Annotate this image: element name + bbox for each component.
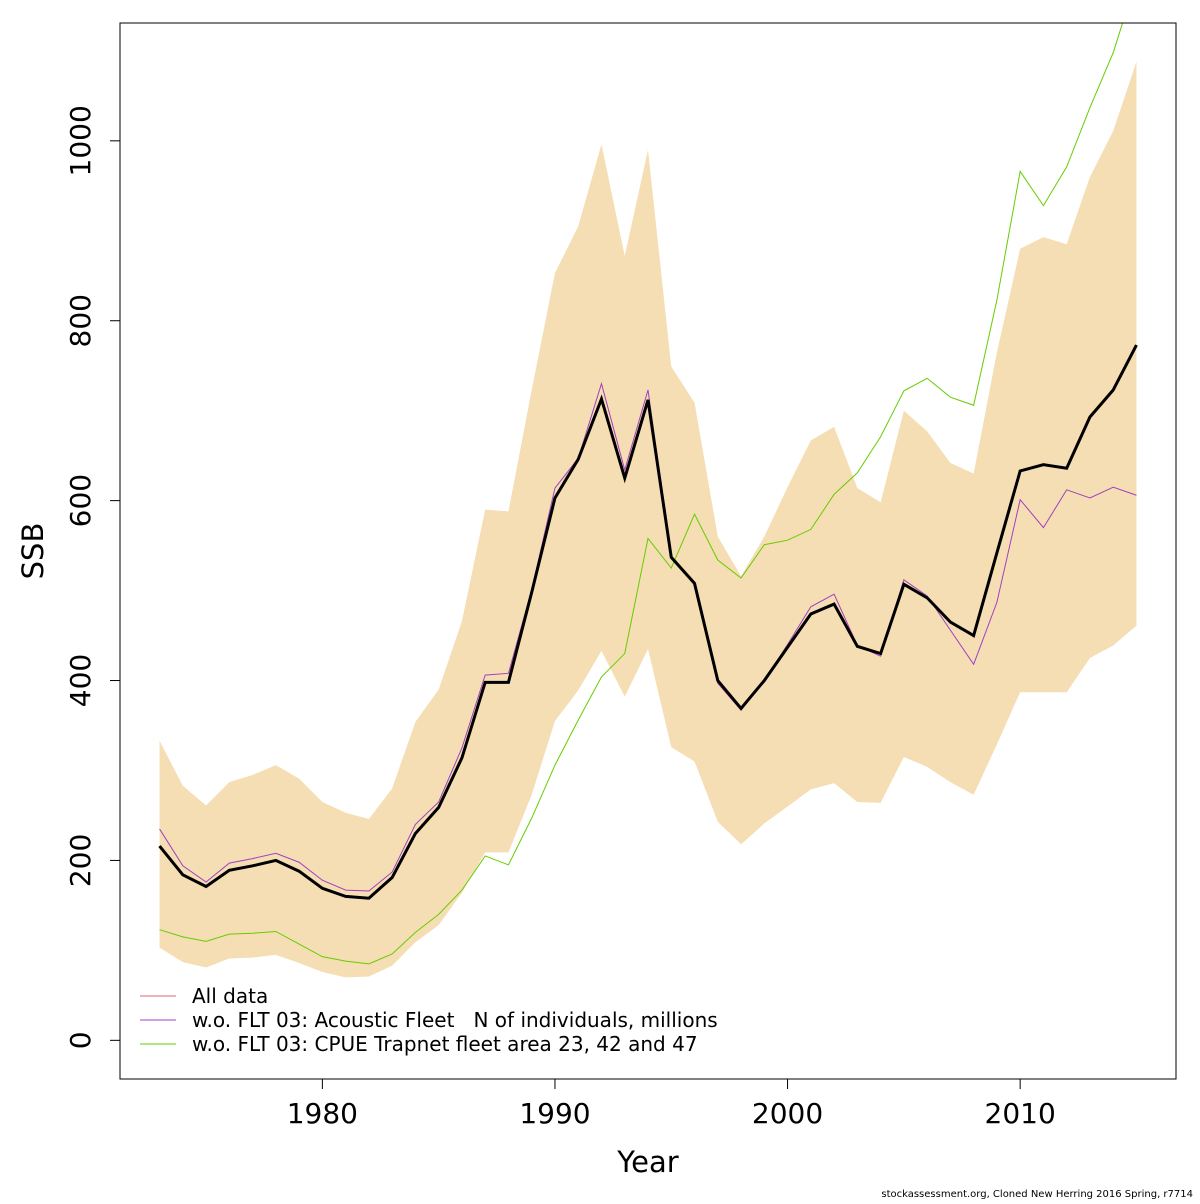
x-tick-label: 2000 — [752, 1097, 823, 1130]
y-tick-label: 400 — [64, 654, 97, 707]
x-tick-label: 1990 — [519, 1097, 590, 1130]
legend-label: w.o. FLT 03: CPUE Trapnet fleet area 23,… — [192, 1032, 698, 1056]
series-line — [159, 381, 1137, 892]
y-tick-label: 1000 — [64, 105, 97, 176]
confidence-band — [159, 61, 1137, 978]
plot-frame — [119, 22, 1177, 1080]
plot-area — [158, 23, 1138, 978]
x-axis-label: Year — [616, 1145, 678, 1179]
y-tick-label: 0 — [64, 1031, 97, 1049]
series-line — [159, 23, 1124, 965]
y-tick-label: 200 — [64, 834, 97, 887]
y-tick-label: 600 — [64, 474, 97, 527]
y-tick-label: 800 — [64, 294, 97, 347]
x-tick-label: 1980 — [287, 1097, 358, 1130]
y-axis-label: SSB — [16, 523, 50, 580]
estimate-line — [158, 344, 1138, 900]
legend-label: w.o. FLT 03: Acoustic Fleet N of individ… — [192, 1008, 718, 1032]
legend-label: All data — [192, 984, 268, 1008]
x-tick-label: 2010 — [985, 1097, 1056, 1130]
footer: stockassessment.org, Cloned New Herring … — [881, 1189, 1193, 1200]
